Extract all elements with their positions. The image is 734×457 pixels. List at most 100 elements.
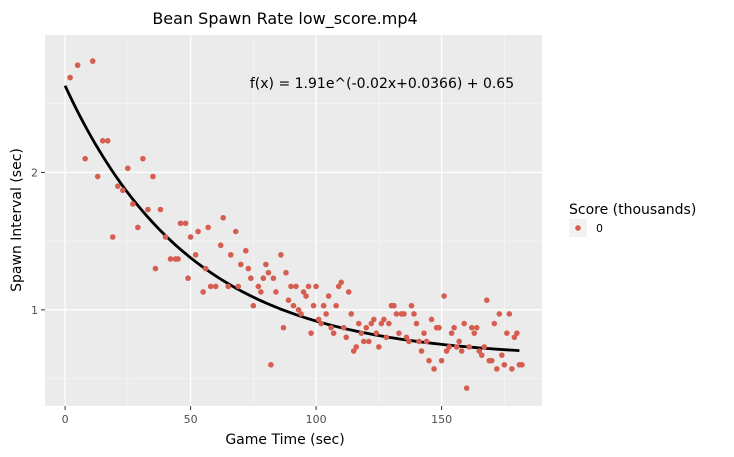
data-point-137 (491, 320, 498, 327)
data-point-118 (443, 348, 450, 354)
data-point-82 (353, 344, 360, 350)
data-point-30 (205, 224, 211, 231)
data-point-68 (318, 320, 324, 327)
x-tick-label-100: 100 (306, 413, 327, 426)
fit-curve (63, 85, 520, 353)
data-point-24 (185, 275, 191, 282)
data-point-70 (323, 311, 329, 317)
data-point-12 (135, 224, 141, 231)
data-point-88 (368, 320, 375, 327)
data-point-98 (393, 311, 400, 317)
data-point-86 (363, 324, 370, 331)
data-point-108 (418, 348, 425, 354)
data-point-44 (255, 283, 262, 290)
data-point-112 (428, 316, 435, 323)
data-point-77 (340, 324, 347, 331)
data-point-111 (426, 357, 432, 364)
data-point-10 (125, 165, 131, 172)
data-point-58 (293, 283, 299, 290)
data-point-99 (396, 330, 402, 336)
data-point-94 (383, 334, 390, 341)
points-layer (67, 58, 525, 391)
data-point-106 (413, 320, 420, 327)
data-point-120 (448, 330, 455, 336)
data-point-48 (265, 269, 272, 276)
data-point-132 (478, 352, 485, 358)
data-point-3 (89, 58, 96, 64)
y-axis-title: Spawn Interval (sec) (9, 148, 25, 292)
data-point-40 (243, 247, 249, 254)
data-point-55 (285, 297, 292, 303)
data-point-121 (451, 324, 457, 331)
chart-title: Bean Spawn Rate low_score.mp4 (152, 9, 417, 29)
data-point-66 (313, 283, 319, 290)
data-point-45 (258, 289, 264, 295)
data-point-74 (333, 302, 339, 309)
data-point-104 (408, 302, 415, 309)
data-point-54 (283, 269, 289, 276)
data-point-117 (441, 293, 447, 299)
data-point-34 (220, 214, 227, 221)
data-point-109 (421, 330, 427, 336)
fit-equation-annotation: f(x) = 1.91e^(-0.02x+0.0366) + 0.65 (250, 76, 514, 92)
data-point-95 (386, 320, 392, 327)
data-point-87 (366, 338, 372, 345)
data-point-102 (403, 334, 410, 341)
data-point-69 (320, 302, 327, 309)
data-point-50 (270, 275, 277, 282)
data-point-6 (104, 138, 111, 144)
data-point-101 (401, 311, 407, 317)
data-point-36 (227, 252, 234, 258)
data-point-81 (350, 348, 357, 354)
data-point-140 (499, 352, 505, 358)
data-point-134 (483, 297, 490, 303)
legend-title: Score (thousands) (569, 202, 696, 218)
data-point-79 (345, 289, 352, 295)
x-axis-ticks: 0 50 100 150 (62, 406, 452, 426)
data-point-37 (232, 228, 239, 235)
data-point-8 (114, 183, 121, 189)
data-point-52 (278, 252, 284, 258)
data-point-26 (192, 252, 199, 258)
data-point-19 (167, 256, 174, 262)
data-point-136 (488, 357, 495, 364)
data-point-138 (494, 366, 500, 372)
data-point-91 (376, 344, 382, 350)
data-point-133 (481, 344, 488, 350)
data-point-92 (378, 320, 385, 327)
data-point-141 (501, 361, 508, 368)
data-point-39 (237, 261, 244, 268)
data-point-11 (130, 201, 136, 207)
data-point-41 (245, 265, 252, 272)
data-point-28 (200, 289, 206, 295)
data-point-51 (273, 289, 279, 295)
data-point-4 (94, 173, 101, 180)
fit-layer (63, 85, 520, 353)
data-point-43 (250, 302, 257, 309)
data-point-21 (175, 256, 181, 262)
data-point-83 (355, 320, 362, 327)
data-point-73 (330, 330, 337, 336)
data-point-143 (506, 311, 513, 317)
data-point-7 (109, 234, 116, 240)
data-point-146 (514, 330, 520, 336)
data-point-139 (496, 311, 503, 317)
data-point-56 (288, 283, 294, 290)
data-point-47 (263, 261, 269, 268)
grid-minor (45, 35, 542, 406)
legend-marker-0 (575, 225, 581, 231)
data-point-17 (157, 206, 164, 213)
x-axis-title: Game Time (sec) (225, 432, 344, 448)
data-point-42 (248, 275, 254, 282)
y-tick-label-2: 2 (31, 166, 38, 179)
data-point-122 (453, 344, 460, 350)
data-point-78 (343, 334, 350, 341)
data-point-127 (466, 344, 473, 350)
data-point-33 (217, 242, 224, 249)
data-point-63 (305, 283, 312, 290)
data-point-64 (308, 330, 314, 336)
data-point-144 (509, 366, 515, 372)
data-point-18 (162, 234, 169, 240)
legend-label-0: 0 (596, 222, 603, 235)
